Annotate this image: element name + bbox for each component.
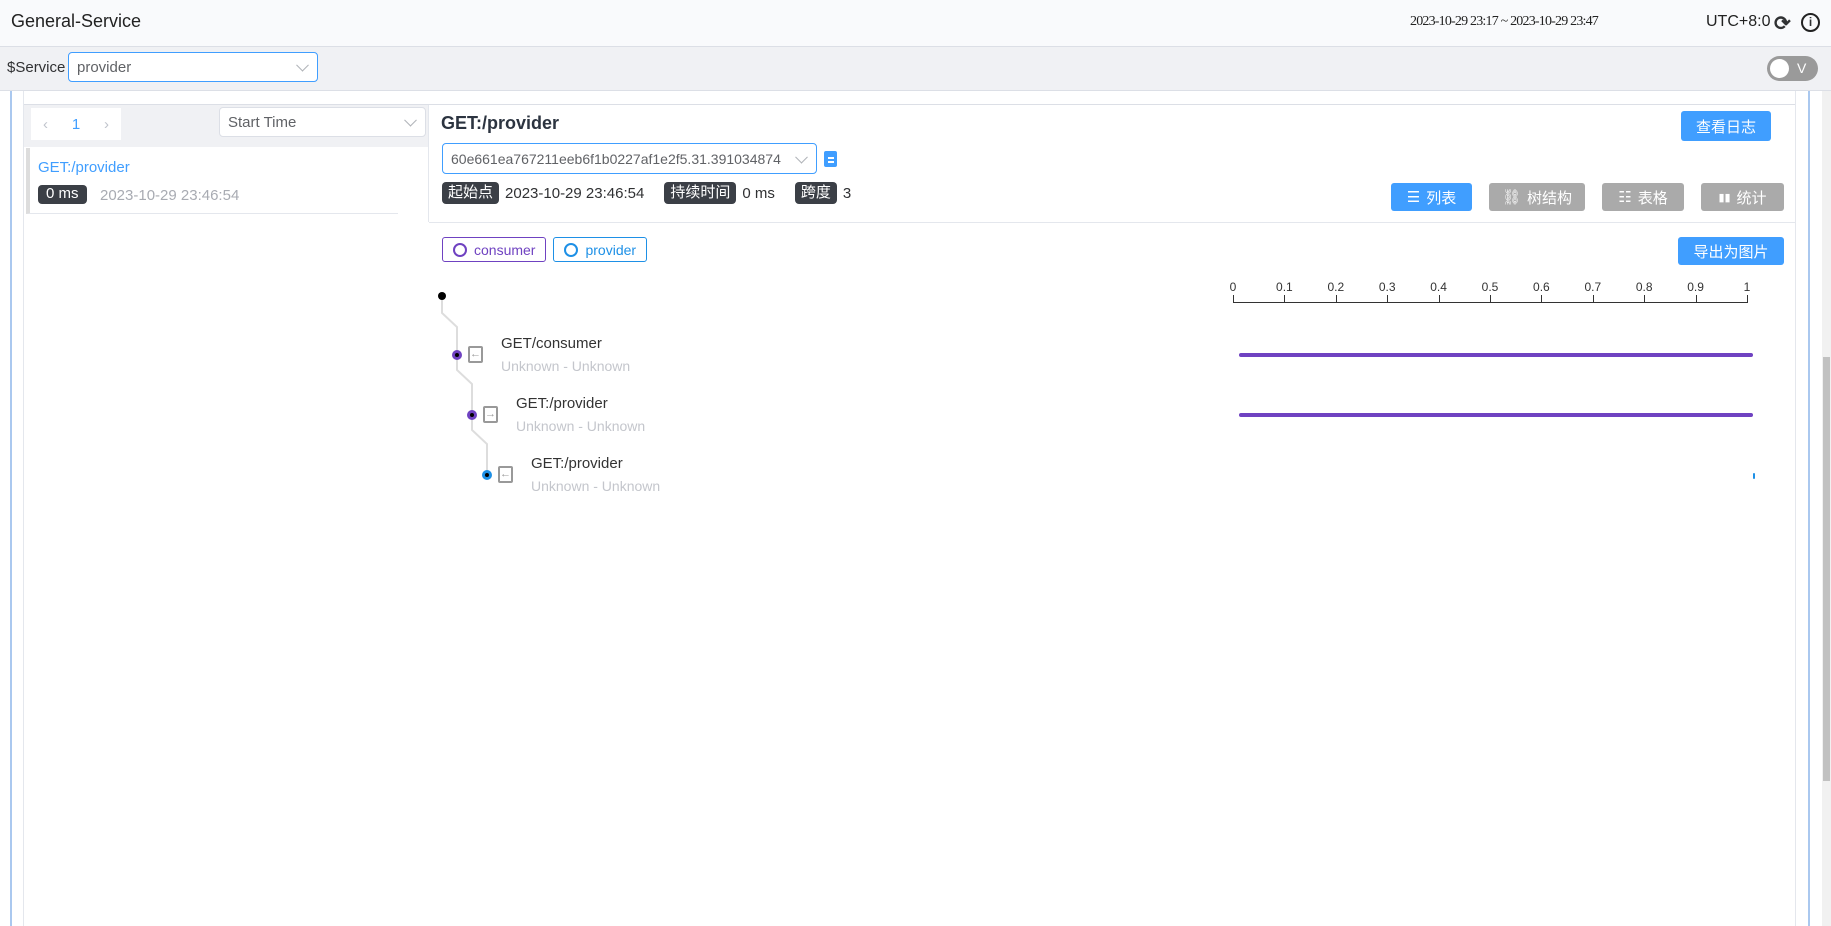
entry-icon: ← xyxy=(468,346,483,363)
axis-tick xyxy=(1387,295,1389,303)
axis-tick-label: 0.6 xyxy=(1533,280,1550,294)
scrollbar[interactable] xyxy=(1822,91,1831,926)
detail-title: GET:/provider xyxy=(441,113,560,133)
span-subtitle: Unknown - Unknown xyxy=(501,358,631,374)
axis-tick-label: 0.9 xyxy=(1687,280,1704,294)
trace-list-item[interactable]: GET:/provider 0 ms 2023-10-29 23:46:54 xyxy=(26,148,398,214)
pagination: ‹ 1 › xyxy=(31,108,121,140)
axis-tick-label: 0.7 xyxy=(1584,280,1602,294)
duration-label: 持续时间 xyxy=(664,182,737,204)
axis-tick xyxy=(1695,295,1697,303)
spans-label: 跨度 xyxy=(794,182,837,204)
legend: consumer provider xyxy=(442,237,648,262)
span-bar[interactable] xyxy=(1753,473,1755,479)
chevron-down-icon xyxy=(795,150,808,164)
timezone[interactable]: UTC+8:0 xyxy=(1706,13,1771,30)
circle-icon xyxy=(453,242,467,257)
app-title: General-Service xyxy=(11,11,142,31)
span-name: GET:/provider xyxy=(516,395,608,412)
axis-tick xyxy=(1592,295,1594,303)
axis-tick-label: 0.3 xyxy=(1378,280,1396,294)
trace-title: GET:/provider xyxy=(38,159,130,176)
page-number[interactable]: 1 xyxy=(71,115,81,133)
view-label: 统计 xyxy=(1736,189,1767,207)
axis-tick xyxy=(1490,295,1491,303)
time-axis: 0 0.1 0.2 0.3 0.4 0.5 0.6 0.7 0.8 0.9 1 xyxy=(1229,280,1750,310)
toolbar: $Service provider V xyxy=(0,47,1831,91)
span-name: GET:/provider xyxy=(531,455,623,472)
duration-value: 0 ms xyxy=(742,184,775,202)
axis-tick xyxy=(1541,295,1543,303)
view-label: 树结构 xyxy=(1527,189,1573,207)
legend-provider[interactable]: provider xyxy=(553,237,648,262)
view-label: 表格 xyxy=(1637,189,1668,207)
view-logs-button[interactable]: 查看日志 xyxy=(1681,111,1771,141)
prev-page-icon[interactable]: ‹ xyxy=(42,115,48,133)
refresh-icon[interactable]: ⟳ xyxy=(1774,13,1791,35)
root-node xyxy=(438,292,446,300)
axis-tick xyxy=(1747,295,1748,303)
axis-tick xyxy=(1233,295,1234,303)
start-value: 2023-10-29 23:46:54 xyxy=(505,184,645,202)
trace-id-select[interactable]: 60e661ea767211eeb6f1b0227af1e2f5.31.3910… xyxy=(442,143,817,174)
axis-tick xyxy=(1644,295,1646,303)
axis-tick xyxy=(1284,295,1286,303)
span-node xyxy=(482,470,492,480)
chevron-down-icon xyxy=(296,58,309,72)
table-icon: ☷ xyxy=(1618,189,1632,206)
axis-tick-label: 0.1 xyxy=(1276,280,1293,294)
legend-consumer[interactable]: consumer xyxy=(442,237,547,262)
axis-tick-label: 0 xyxy=(1229,280,1237,294)
legend-label: provider xyxy=(585,241,637,258)
trace-tree-lines xyxy=(438,292,488,475)
exit-icon: → xyxy=(483,406,498,423)
export-image-button[interactable]: 导出为图片 xyxy=(1678,237,1784,265)
trace-id-value: 60e661ea767211eeb6f1b0227af1e2f5.31.3910… xyxy=(451,150,781,167)
sort-select[interactable]: Start Time xyxy=(219,107,426,137)
legend-label: consumer xyxy=(474,241,536,258)
copy-icon[interactable] xyxy=(824,151,837,167)
span-bar[interactable] xyxy=(1239,353,1753,357)
bar-chart-icon: ▮▮ xyxy=(1718,191,1731,204)
span-node xyxy=(452,350,462,360)
info-icon[interactable]: i xyxy=(1801,13,1820,32)
chevron-down-icon xyxy=(404,113,417,127)
service-select[interactable]: provider xyxy=(68,52,318,82)
next-page-icon[interactable]: › xyxy=(104,115,110,133)
spans-value: 3 xyxy=(842,184,852,202)
axis-tick-label: 1 xyxy=(1743,280,1751,294)
view-table-button[interactable]: ☷ 表格 xyxy=(1602,183,1684,211)
header: General-Service 2023-10-29 23:17 ~ 2023-… xyxy=(0,0,1831,47)
span-subtitle: Unknown - Unknown xyxy=(531,478,661,494)
view-statistics-button[interactable]: ▮▮ 统计 xyxy=(1701,183,1784,211)
span-name: GET/consumer xyxy=(501,335,602,352)
axis-tick-label: 0.8 xyxy=(1635,280,1653,294)
toggle-label: V xyxy=(1797,60,1807,76)
list-icon: ☰ xyxy=(1406,189,1421,206)
trace-time: 2023-10-29 23:46:54 xyxy=(100,187,240,204)
entry-icon: ← xyxy=(498,466,513,483)
start-label: 起始点 xyxy=(442,182,500,204)
view-label: 列表 xyxy=(1426,189,1457,207)
axis-tick-label: 0.4 xyxy=(1430,280,1447,294)
axis-tick-label: 0.5 xyxy=(1481,280,1499,294)
span-bar[interactable] xyxy=(1239,413,1753,417)
sort-value: Start Time xyxy=(228,113,297,131)
service-label: $Service xyxy=(7,59,66,76)
time-range[interactable]: 2023-10-29 23:17 ~ 2023-10-29 23:47 xyxy=(1410,14,1599,29)
toggle-switch[interactable]: V xyxy=(1767,56,1818,81)
view-tree-button[interactable]: ⛓ 树结构 xyxy=(1489,183,1585,211)
span-subtitle: Unknown - Unknown xyxy=(516,418,646,434)
view-list-button[interactable]: ☰ 列表 xyxy=(1391,183,1472,211)
axis-tick xyxy=(1335,295,1337,303)
axis-tick-label: 0.2 xyxy=(1327,280,1345,294)
tree-icon: ⛓ xyxy=(1501,189,1522,206)
service-value: provider xyxy=(77,58,132,76)
axis-tick xyxy=(1438,295,1440,303)
duration-badge: 0 ms xyxy=(38,185,87,204)
left-border xyxy=(10,91,12,926)
circle-icon xyxy=(564,242,579,257)
span-node xyxy=(467,410,477,420)
